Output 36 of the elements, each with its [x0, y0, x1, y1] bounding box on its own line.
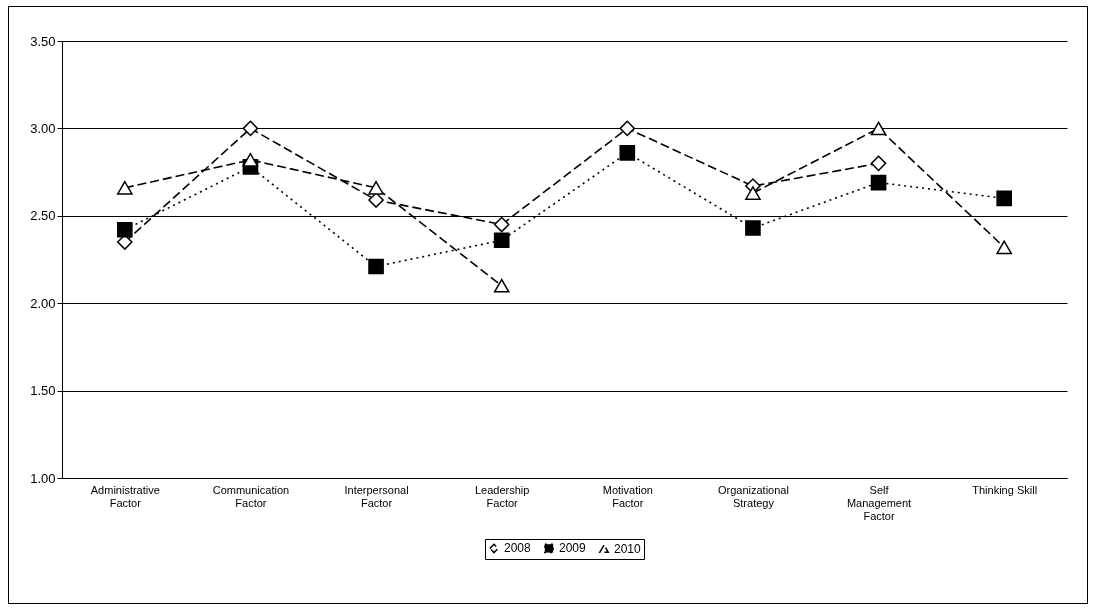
point — [368, 258, 384, 275]
x-tick-label: Leadership Factor — [474, 483, 530, 509]
point — [619, 145, 636, 161]
point — [996, 190, 1013, 207]
y-tick-label: 2.50 — [30, 208, 56, 224]
x-tick-label: Communication Factor — [212, 483, 290, 509]
legend-label: 2010 — [614, 541, 642, 556]
point — [242, 120, 259, 137]
point — [493, 216, 510, 233]
point — [368, 180, 384, 195]
point — [116, 180, 133, 195]
y-tick-label: 1.00 — [30, 470, 56, 486]
point — [745, 220, 761, 236]
point — [493, 278, 510, 293]
x-tick-label: Self Management Factor — [846, 483, 912, 522]
point — [996, 240, 1013, 255]
x-tick-label: Administrative Factor — [90, 483, 160, 509]
y-tick-label: 3.00 — [30, 120, 56, 136]
x-tick-label: Motivation Factor — [602, 483, 653, 509]
y-tick-label: 3.50 — [30, 33, 56, 49]
x-tick-label: Organizational Strategy — [717, 483, 789, 509]
point — [116, 221, 133, 238]
point — [493, 232, 510, 249]
point — [745, 186, 761, 200]
point — [619, 120, 636, 137]
x-tick-label: Thinking Skill — [972, 483, 1038, 496]
legend-label: 2009 — [559, 541, 587, 556]
x-tick-label: Interpersonal Factor — [344, 483, 409, 509]
y-tick-label: 2.00 — [30, 295, 56, 311]
legend-label: 2008 — [504, 541, 532, 556]
y-tick-label: 1.50 — [30, 383, 56, 399]
point — [870, 174, 887, 191]
point — [870, 121, 887, 136]
point — [870, 155, 887, 172]
point — [368, 192, 384, 208]
point — [242, 152, 259, 167]
